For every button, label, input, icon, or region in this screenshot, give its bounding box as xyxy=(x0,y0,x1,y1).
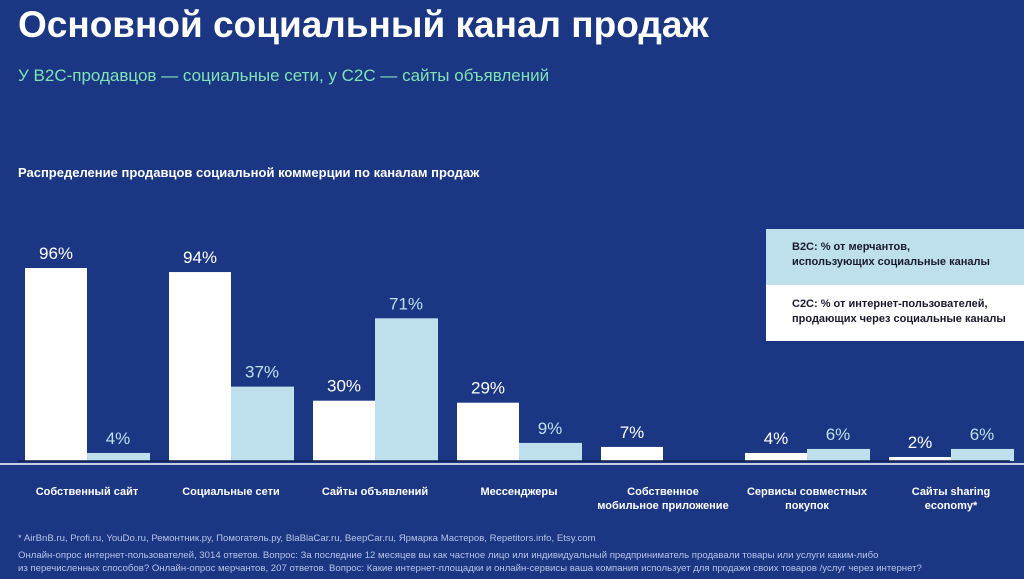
data-label: 37% xyxy=(245,363,279,382)
data-label: 71% xyxy=(389,294,423,313)
data-label: 29% xyxy=(471,379,505,398)
data-label: 6% xyxy=(970,425,995,444)
category-label: Собственное xyxy=(627,486,699,498)
legend-b2c: B2C: % от мерчантов, использующих социал… xyxy=(766,229,1024,285)
category-label: покупок xyxy=(785,500,829,512)
data-label: 4% xyxy=(106,429,131,448)
bar-b2c xyxy=(87,452,150,461)
category-label: мобильное приложение xyxy=(597,500,728,512)
bar-c2c xyxy=(601,446,663,461)
footer: * AirBnB.ru, Profi.ru, YouDo.ru, Ремонтн… xyxy=(18,532,1018,575)
bar-c2c xyxy=(745,452,807,461)
legend-c2c: C2C: % от интернет-пользователей, продаю… xyxy=(766,285,1024,341)
bar-b2c xyxy=(231,386,294,461)
legend-b2c-line1: B2C: % от мерчантов, xyxy=(792,241,911,253)
chart-title: Распределение продавцов социальной комме… xyxy=(18,165,480,180)
category-label: Мессенджеры xyxy=(481,486,558,498)
data-label: 7% xyxy=(620,423,645,442)
bar-b2c xyxy=(807,448,870,461)
category-label: Социальные сети xyxy=(182,486,280,498)
category-label: Собственный сайт xyxy=(36,486,139,498)
data-label: 30% xyxy=(327,377,361,396)
category-label: Сервисы совместных xyxy=(747,486,868,498)
data-label: 6% xyxy=(826,425,851,444)
data-label: 4% xyxy=(764,429,789,448)
bar-c2c xyxy=(25,268,87,461)
data-label: 94% xyxy=(183,248,217,267)
page-title: Основной социальный канал продаж xyxy=(18,4,709,45)
category-label: Сайты sharing xyxy=(912,486,991,498)
bar-c2c xyxy=(169,272,231,461)
category-label: Сайты объявлений xyxy=(322,486,428,498)
source-line-1: Онлайн-опрос интернет-пользователей, 301… xyxy=(18,550,879,561)
legend-c2c-line2: продающих через социальные каналы xyxy=(792,313,1006,325)
legend: B2C: % от мерчантов, использующих социал… xyxy=(766,229,1024,341)
bar-c2c xyxy=(313,400,375,461)
page-subtitle: У B2C-продавцов — социальные сети, у C2C… xyxy=(18,66,550,85)
bar-b2c xyxy=(951,448,1014,461)
bar-c2c xyxy=(457,402,519,461)
data-label: 96% xyxy=(39,244,73,263)
bar-chart: 96% 4% Собственный сайт 94% 37% Социальные се… xyxy=(0,244,1024,512)
data-label: 9% xyxy=(538,419,563,438)
legend-b2c-line2: использующих социальные каналы xyxy=(792,256,990,268)
bar-c2c xyxy=(889,456,951,461)
data-label: 2% xyxy=(908,433,933,452)
bar-b2c xyxy=(519,442,582,461)
legend-c2c-line1: C2C: % от интернет-пользователей, xyxy=(792,298,988,310)
source-line-2: из перечисленных способов? Онлайн-опрос … xyxy=(18,563,922,574)
bar-b2c xyxy=(375,318,438,461)
footnote: * AirBnB.ru, Profi.ru, YouDo.ru, Ремонтн… xyxy=(18,533,596,544)
category-label: economy* xyxy=(925,500,978,512)
